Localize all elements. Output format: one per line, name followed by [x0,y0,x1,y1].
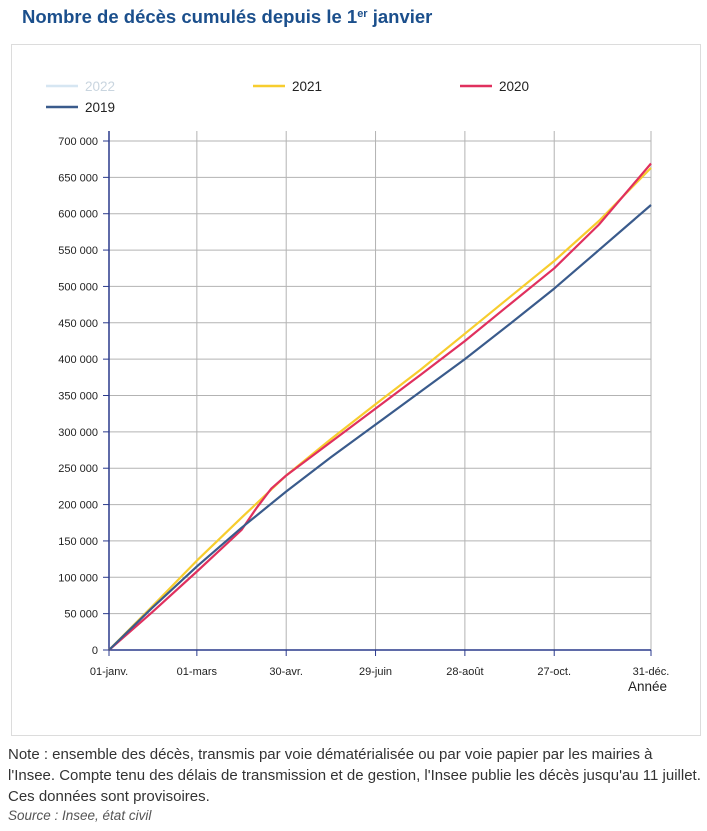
x-axis-title: Année [628,679,667,694]
y-tick-label: 700 000 [58,136,98,148]
y-tick-label: 0 [92,645,98,657]
source-text: Source : Insee, état civil [8,808,152,823]
y-tick-label: 50 000 [64,609,98,621]
title-main: Nombre de décès cumulés depuis le 1 [22,6,358,27]
x-tick-label: 29-juin [359,666,392,678]
y-tick-label: 250 000 [58,463,98,475]
x-tick-label: 30-avr. [269,666,303,678]
page-title: Nombre de décès cumulés depuis le 1er ja… [22,6,432,28]
y-tick-label: 650 000 [58,172,98,184]
y-tick-label: 300 000 [58,427,98,439]
series-line-2020 [108,162,652,651]
chart: 01-janv. 01-mars 30-avr. 29-juin 28-août 27-o… [46,79,670,694]
y-tick-label: 550 000 [58,245,98,257]
series-line-2021 [108,167,652,651]
x-tick-label: 31-déc. [633,666,670,678]
note-text: Note : ensemble des décès, transmis par … [8,746,701,805]
x-tick-label: 28-août [446,666,483,678]
y-tick-label: 100 000 [58,572,98,584]
title-superscript: er [357,8,368,20]
legend-label-2021: 2021 [292,79,322,94]
y-tick-label: 450 000 [58,318,98,330]
legend-label-2022: 2022 [85,79,115,94]
y-tick-label: 600 000 [58,209,98,221]
x-tick-label: 01-mars [177,666,218,678]
y-tick-label: 400 000 [58,354,98,366]
y-tick-label: 350 000 [58,391,98,403]
legend-label-2019: 2019 [85,100,115,115]
x-tick-label: 01-janv. [90,666,128,678]
series-line-2019 [108,204,652,651]
y-tick-label: 150 000 [58,536,98,548]
x-tick-label: 27-oct. [537,666,571,678]
legend-label-2020: 2020 [499,79,529,94]
y-tick-label: 500 000 [58,281,98,293]
chart-frame [11,44,701,736]
title-end: janvier [367,6,433,27]
y-tick-label: 200 000 [58,500,98,512]
